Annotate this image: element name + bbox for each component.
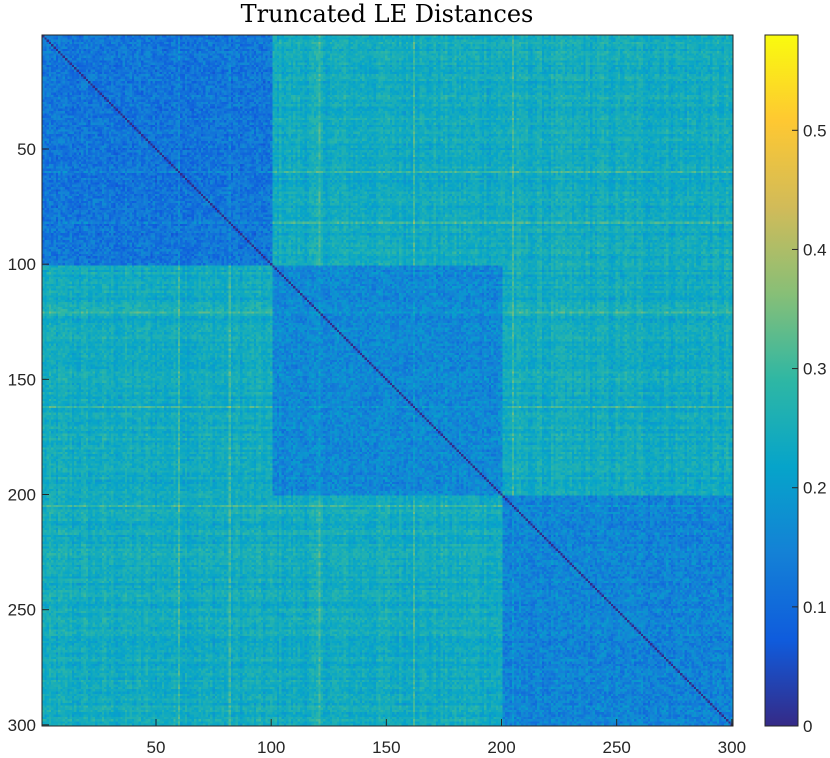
chart-title: Truncated LE Distances bbox=[241, 0, 534, 28]
y-tick-label: 100 bbox=[8, 255, 36, 274]
heatmap-plot bbox=[41, 34, 734, 727]
x-tick-label: 300 bbox=[718, 738, 746, 757]
x-tick-label: 250 bbox=[602, 738, 630, 757]
colorbar-tick-label: 0.4 bbox=[803, 240, 827, 259]
colorbar-ticks: 0 0.1 0.2 0.3 0.4 0.5 bbox=[792, 121, 827, 736]
y-axis-ticks: 50 100 150 200 250 300 bbox=[8, 140, 49, 735]
colorbar: 0 0.1 0.2 0.3 0.4 0.5 bbox=[764, 34, 827, 736]
x-tick-label: 50 bbox=[147, 738, 166, 757]
heatmap-image bbox=[42, 35, 733, 726]
colorbar-tick-label: 0 bbox=[803, 717, 812, 736]
x-tick-label: 200 bbox=[487, 738, 515, 757]
colorbar-tick-label: 0.1 bbox=[803, 598, 827, 617]
colorbar-tick-label: 0.2 bbox=[803, 479, 827, 498]
x-axis-ticks: 50 100 150 200 250 300 bbox=[147, 719, 746, 757]
x-tick-label: 100 bbox=[257, 738, 285, 757]
colorbar-tick-label: 0.5 bbox=[803, 121, 827, 140]
plot-frame bbox=[41, 34, 734, 727]
y-tick-label: 150 bbox=[8, 370, 36, 389]
y-tick-label: 200 bbox=[8, 486, 36, 505]
y-tick-label: 250 bbox=[8, 601, 36, 620]
x-tick-label: 150 bbox=[372, 738, 400, 757]
y-tick-label: 300 bbox=[8, 716, 36, 735]
colorbar-tick-label: 0.3 bbox=[803, 360, 827, 379]
y-tick-label: 50 bbox=[17, 140, 36, 159]
colorbar-gradient bbox=[765, 35, 798, 726]
colorbar-frame bbox=[764, 34, 799, 727]
